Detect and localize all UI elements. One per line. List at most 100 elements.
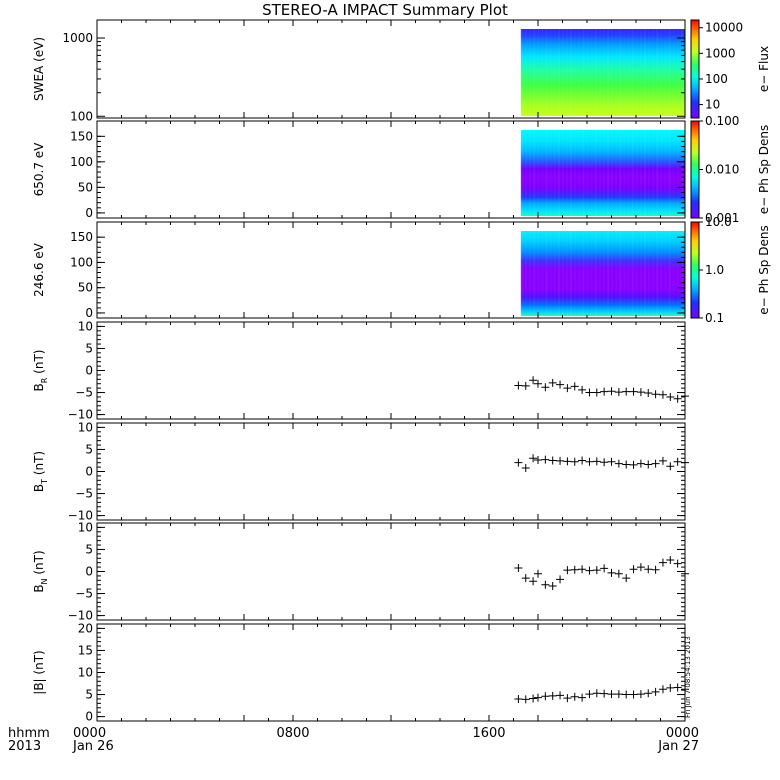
pad246-heatmap-stripe: [537, 231, 539, 316]
swea-heatmap-stripe: [587, 29, 589, 116]
bt-point: [570, 457, 579, 466]
bn-y-label-symbol: B: [32, 584, 46, 592]
bn-point: [563, 566, 572, 575]
bt-y-tick-label: −5: [75, 487, 93, 501]
bmag-point: [658, 685, 667, 694]
panel-pad650: 0 50 100 150 650.7 eV 0.001 0.010 0.100 e− Ph Sp…: [32, 114, 771, 225]
swea-heatmap-stripe: [631, 29, 634, 116]
br-y-label-symbol: B: [32, 383, 46, 391]
swea-y-label: SWEA (eV): [32, 37, 46, 101]
swea-heatmap-stripe: [533, 29, 536, 116]
swea-colorbar-tick-label: 10000: [705, 21, 743, 35]
bt-y-tick-label: 10: [78, 420, 93, 434]
swea-heatmap-stripe: [525, 29, 527, 116]
time-tick-date: Jan 26: [72, 739, 114, 754]
bmag-y-tick-label: 15: [78, 643, 93, 657]
pad246-heatmap-stripe: [656, 231, 659, 316]
bt-point: [521, 463, 530, 472]
br-y-tick-label: 0: [85, 364, 93, 378]
pad246-colorbar-tick-label: 1.0: [705, 263, 724, 277]
pad650-heatmap-stripe: [652, 130, 654, 216]
br-y-label: BR (nT): [32, 350, 49, 392]
bn-y-label: BN (nT): [32, 550, 49, 592]
swea-heatmap-stripe: [648, 29, 650, 116]
pad246-heatmap-stripe: [599, 231, 601, 316]
pad650-heatmap-stripe: [554, 130, 556, 216]
pad650-heatmap-stripe: [562, 130, 564, 216]
bmag-y-tick-label: 5: [85, 688, 93, 702]
bt-point: [529, 454, 538, 463]
pad246-heatmap-stripe: [570, 231, 573, 316]
swea-heatmap-stripe: [541, 29, 543, 116]
pad650-heatmap-stripe: [636, 130, 638, 216]
swea-heatmap-stripe: [578, 29, 580, 116]
br-frame: [96, 321, 686, 420]
swea-heatmap-stripe: [623, 29, 625, 116]
time-tick-date: Jan 27: [657, 739, 699, 754]
bt-point: [644, 460, 653, 469]
swea-heatmap-stripe: [643, 29, 647, 116]
pad246-heatmap-stripe: [578, 231, 580, 316]
bn-point: [666, 556, 675, 565]
swea-heatmap-stripe: [619, 29, 622, 116]
pad246-heatmap-stripe: [680, 231, 683, 316]
br-y-tick-label: −10: [68, 408, 93, 422]
pad246-heatmap-stripe: [673, 231, 675, 316]
pad650-heatmap-stripe: [545, 130, 548, 216]
swea-heatmap: [520, 29, 685, 116]
pad650-heatmap: [520, 130, 685, 216]
swea-colorbar-tick-label: 100: [705, 72, 728, 86]
br-point: [548, 378, 557, 387]
swea-colorbar: [690, 19, 700, 119]
br-point: [592, 388, 601, 397]
bt-y-label-symbol: B: [32, 484, 46, 492]
pad246-heatmap-stripe: [668, 231, 671, 316]
br-point: [541, 383, 550, 392]
pad246-heatmap-stripe: [587, 231, 589, 316]
br-point: [636, 388, 645, 397]
br-y-label-sub: R: [40, 377, 49, 383]
bt-point: [600, 458, 609, 467]
swea-heatmap-stripe: [611, 29, 613, 116]
br-point: [556, 380, 565, 389]
pad246-heatmap-stripe: [529, 231, 531, 316]
bn-point: [592, 566, 601, 575]
pad246-heatmap-stripe: [582, 231, 585, 316]
bt-point: [592, 457, 601, 466]
pad650-y-tick-label: 100: [70, 155, 93, 169]
pad650-heatmap-stripe: [677, 130, 679, 216]
pad246-colorbar-label: e− Ph Sp Dens: [757, 225, 771, 314]
pad246-colorbar-tick-label: 10.0: [705, 215, 732, 229]
bmag-point: [651, 687, 660, 696]
pad246-heatmap-stripe: [566, 231, 568, 316]
pad650-heatmap-stripe: [607, 130, 610, 216]
pad246-heatmap-stripe: [594, 231, 597, 316]
swea-y-tick-label: 1000: [62, 31, 93, 45]
bmag-point: [563, 694, 572, 703]
bn-point: [614, 569, 623, 578]
pad246-heatmap-stripe: [533, 231, 536, 316]
pad246-heatmap-stripe: [607, 231, 610, 316]
pad246-y-tick-label: 150: [70, 230, 93, 244]
bmag-y-tick-label: 10: [78, 666, 93, 680]
pad246-heatmap-stripe: [541, 231, 543, 316]
swea-heatmap-stripe: [615, 29, 617, 116]
bt-y-tick-label: 5: [85, 442, 93, 456]
pad246-colorbar-tick-label: 0.1: [705, 311, 724, 325]
bt-y-tick-label: 0: [85, 465, 93, 479]
pad650-heatmap-stripe: [599, 130, 601, 216]
pad650-heatmap-stripe: [594, 130, 597, 216]
bt-point: [658, 456, 667, 465]
pad246-heatmap-stripe: [525, 231, 527, 316]
bmag-point: [644, 689, 653, 698]
pad650-heatmap-stripe: [537, 130, 539, 216]
panel-bt: −10 −5 0 5 10 BT (nT): [32, 420, 689, 523]
br-point: [673, 394, 682, 403]
pad246-heatmap-stripe: [603, 231, 605, 316]
pad650-y-tick-label: 150: [70, 129, 93, 143]
swea-heatmap-stripe: [550, 29, 552, 116]
bt-y-label-sub: T: [40, 479, 49, 485]
bmag-point: [666, 683, 675, 692]
pad650-heatmap-stripe: [611, 130, 613, 216]
